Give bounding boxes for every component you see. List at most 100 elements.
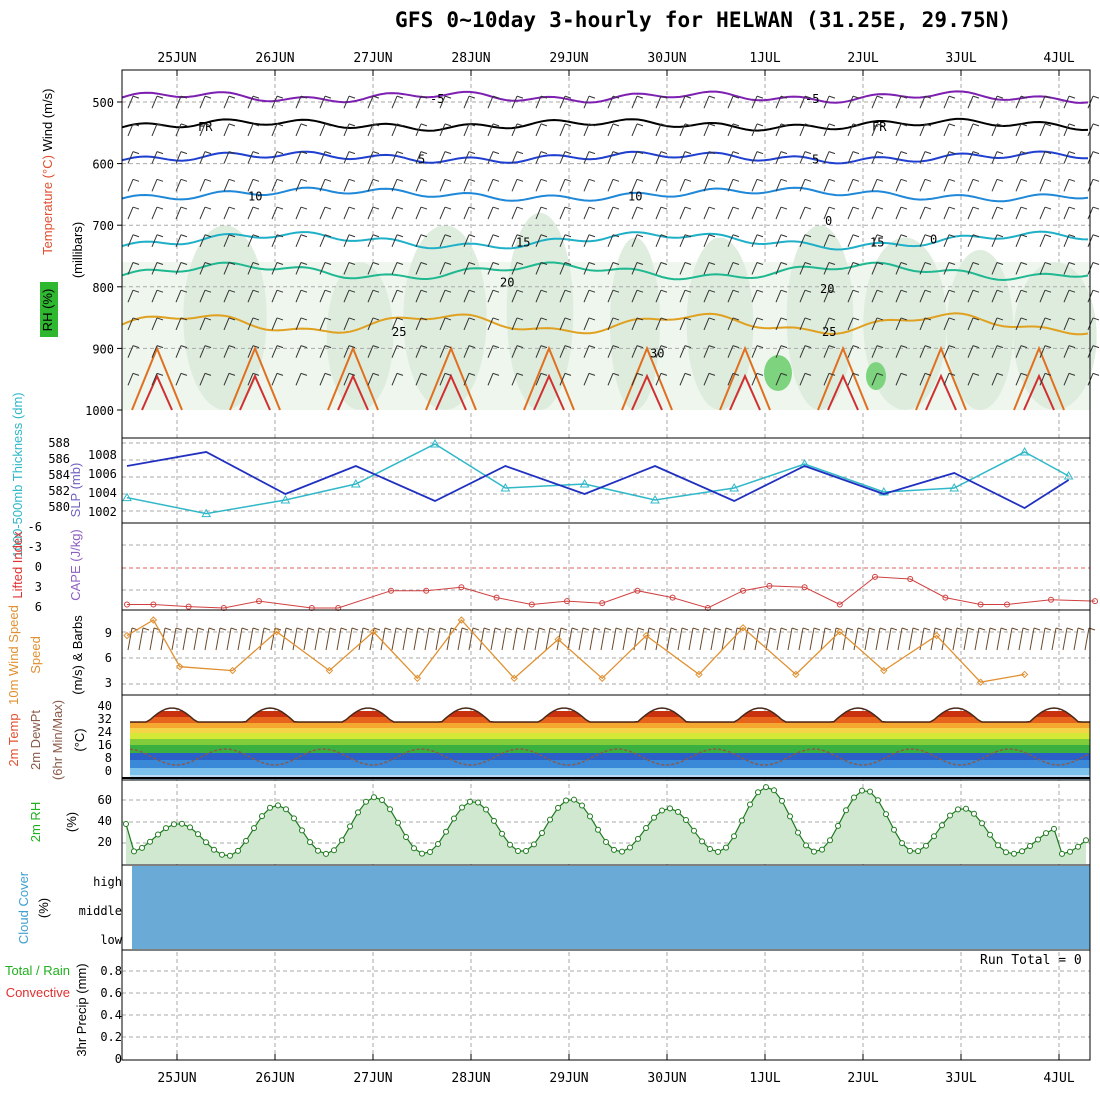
wind-barb xyxy=(1020,372,1028,376)
wind-barb xyxy=(895,290,902,303)
rh2m-unit-label: (%) xyxy=(64,812,79,832)
wind-barb xyxy=(228,234,236,238)
wind-barb xyxy=(684,151,692,155)
wind-barb xyxy=(996,178,1004,182)
wind-barb xyxy=(847,95,854,109)
surface-isotherm xyxy=(327,345,379,411)
wind-barb xyxy=(204,317,212,321)
wind-barb xyxy=(564,95,572,99)
wind10-barb xyxy=(556,627,562,651)
wind-barb xyxy=(948,234,956,238)
wind-barb xyxy=(228,178,236,182)
wind-barb xyxy=(420,289,428,293)
wind-barb xyxy=(444,372,452,376)
wind-barb xyxy=(372,123,380,127)
wind-barb xyxy=(823,373,830,386)
wind-barb xyxy=(732,372,740,376)
wind-barb xyxy=(516,178,524,182)
wind-barb xyxy=(487,206,494,220)
wind10-marker xyxy=(1020,670,1029,679)
wind-barb xyxy=(991,262,998,275)
wind-barb xyxy=(943,317,950,331)
wind-barb xyxy=(751,234,758,247)
wind-barb xyxy=(996,372,1004,376)
wind-barb xyxy=(708,262,716,265)
wind10-barb xyxy=(908,627,914,651)
wind10-barb xyxy=(593,627,601,631)
wind10-barb xyxy=(901,627,909,631)
wind-barb xyxy=(180,123,188,127)
wind-barb xyxy=(223,179,230,192)
wind10-barb xyxy=(1007,627,1013,651)
wind-barb xyxy=(924,317,932,321)
wind-barb xyxy=(919,151,926,164)
date-label-top: 27JUN xyxy=(353,51,392,66)
wind-barb xyxy=(631,234,638,247)
rh-marker xyxy=(867,788,873,795)
rh-marker xyxy=(1075,843,1081,850)
minmax-axis-label: (6hr Min/Max) xyxy=(50,700,65,780)
wind-barb xyxy=(948,289,956,293)
wind10-barb xyxy=(182,627,188,651)
wind-barb xyxy=(607,373,614,386)
contour-label: 20 xyxy=(500,276,514,290)
rh-marker xyxy=(1011,850,1017,857)
wind-barb xyxy=(1092,372,1100,376)
wind10-barb xyxy=(875,627,881,651)
wind-barb xyxy=(439,290,446,303)
wind-barb xyxy=(487,151,494,164)
wind-barb xyxy=(300,206,308,210)
wind-barb xyxy=(156,289,164,293)
wind-barb xyxy=(487,345,494,358)
wind-barb xyxy=(972,123,980,127)
temp-tick-label: 40 xyxy=(98,699,112,713)
wind10-barb xyxy=(127,627,133,651)
lifted-index-axis-label: Lifted Index xyxy=(10,531,25,599)
wind-barb xyxy=(847,290,854,303)
wind-barb xyxy=(876,372,884,376)
wind-barb xyxy=(492,123,500,127)
wind-barb xyxy=(967,373,974,386)
wind-barb xyxy=(295,95,302,109)
wind-barb xyxy=(895,373,902,386)
dewpoint-line xyxy=(129,748,1091,766)
wind-barb xyxy=(1068,289,1076,293)
wind10-barb xyxy=(963,627,969,651)
wind-barb xyxy=(199,179,206,192)
rh-marker xyxy=(515,848,521,855)
wind-barb xyxy=(583,234,590,247)
wind10-barb xyxy=(934,627,942,631)
rh-marker xyxy=(411,845,417,852)
wind-barb xyxy=(636,95,644,99)
wind-barb xyxy=(204,345,212,349)
surface-isotherm xyxy=(533,373,565,411)
wind-barb xyxy=(655,234,662,247)
wind-barb xyxy=(175,151,182,164)
rh-marker xyxy=(387,806,393,813)
wind10-barb xyxy=(534,627,540,651)
wind-barb xyxy=(132,151,140,155)
wind-barb xyxy=(396,345,404,349)
wind-barb xyxy=(660,178,668,182)
wind-barb xyxy=(660,345,668,349)
wind10-barb xyxy=(439,627,447,631)
wind-barb xyxy=(276,234,284,238)
wind-barb xyxy=(223,290,230,303)
wind-barb xyxy=(516,151,524,155)
wind-barb xyxy=(516,206,524,210)
wind-barb xyxy=(300,372,308,376)
wind-barb xyxy=(343,206,350,220)
wind-barb xyxy=(631,123,638,137)
wind-barb xyxy=(852,289,860,293)
rh-marker xyxy=(459,804,465,811)
wind-barb xyxy=(127,345,134,358)
wind-barb xyxy=(727,151,734,164)
wind-barb xyxy=(319,206,326,220)
wind-barb xyxy=(847,345,854,358)
lifted-index-marker xyxy=(740,587,746,594)
wind-barb xyxy=(991,206,998,220)
surface-isotherm xyxy=(141,373,173,411)
panel-frame-thick xyxy=(121,437,1091,524)
wind-barb xyxy=(271,234,278,247)
wind-barb xyxy=(540,262,548,265)
